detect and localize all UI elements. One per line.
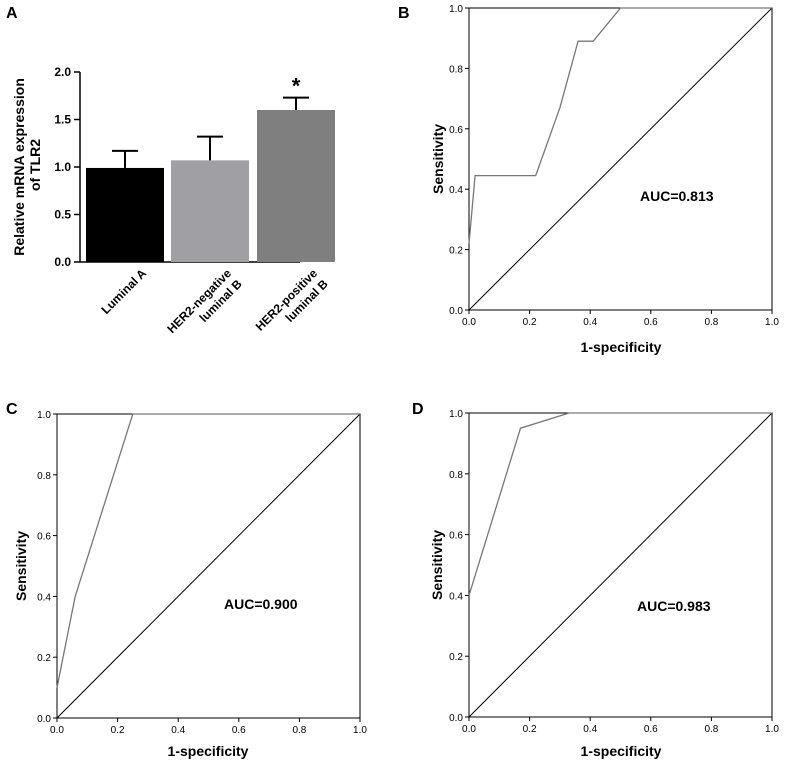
y-tick-label: 0.4 (449, 591, 463, 602)
y-axis-title-line: Relative mRNA expression (11, 78, 27, 256)
x-tick-label: HER2-negativeluminal B (164, 266, 245, 347)
y-tick-label: 1.0 (449, 4, 463, 15)
roc-curve (468, 412, 772, 596)
y-tick-label: 0.0 (449, 306, 463, 317)
panel-letter: A (6, 5, 18, 22)
panel-letter: C (6, 401, 18, 418)
x-tick-label: 0.0 (462, 724, 476, 735)
x-tick-label: 0.4 (171, 725, 185, 736)
panel-letter: B (398, 5, 410, 22)
panel-c: C 0.00.0 0.2 0.2 0.4 0.4 0.6 0.6 0.8 0.8 1.0 1.0 A… (6, 401, 367, 759)
y-tick-label: 0.6 (449, 531, 463, 542)
y-axis-title-line: of TLR2 (27, 139, 43, 191)
roc-curve (468, 7, 772, 244)
y-tick-label: 0.0 (54, 255, 71, 269)
x-tick-label: 1.0 (765, 724, 779, 735)
y-tick-label: 0.8 (37, 471, 51, 482)
y-tick-label: 1.0 (449, 409, 463, 420)
x-tick-label: 0.4 (583, 724, 597, 735)
x-tick-label: 0.2 (523, 317, 537, 328)
y-tick-label: 0.8 (449, 470, 463, 481)
y-tick-label: 1.5 (54, 113, 71, 127)
x-tick-label: HER2-positiveluminal B (253, 266, 331, 344)
y-tick-label: 0.0 (449, 713, 463, 724)
panel-d: D 0.00.0 0.2 0.2 0.4 0.4 0.6 0.6 0.8 0.8 1.0 1.0 A… (412, 401, 779, 759)
y-tick-label: 0.6 (37, 532, 51, 543)
x-tick-label: 0.8 (292, 725, 306, 736)
y-tick-label: 1.0 (54, 160, 71, 174)
bar (86, 167, 164, 262)
x-tick-label: 0.8 (704, 724, 718, 735)
y-tick-label: 0.4 (449, 185, 463, 196)
x-tick-label: Luminal A (99, 266, 150, 317)
x-tick-label: 0.0 (50, 725, 64, 736)
panel-a: A 0.0 0.5 1.0 1.5 2.0 * Luminal A HER2-negati… (6, 5, 335, 347)
auc-label: AUC=0.983 (637, 598, 711, 614)
x-tick-label: 0.2 (523, 724, 537, 735)
x-axis-title: 1-specificity (168, 743, 249, 759)
y-axis-title: Sensitivity (430, 124, 446, 194)
auc-label: AUC=0.900 (224, 596, 298, 612)
bar (257, 110, 335, 262)
y-tick-label: 1.0 (37, 410, 51, 421)
x-tick-label: 0.6 (644, 317, 658, 328)
reference-diagonal (468, 7, 773, 311)
y-tick-label: 0.0 (37, 714, 51, 725)
x-axis-title: 1-specificity (581, 743, 662, 759)
panel-b: B 0.00.0 0.2 0.2 0.4 0.4 0.6 0.6 0.8 0.8 1.0 1.0 A… (398, 4, 779, 355)
x-tick-label: 0.0 (462, 317, 476, 328)
y-tick-label: 0.6 (449, 125, 463, 136)
x-tick-label: 1.0 (765, 317, 779, 328)
x-axis-title: 1-specificity (581, 339, 662, 355)
y-tick-label: 0.5 (54, 208, 71, 222)
y-tick-label: 0.8 (449, 64, 463, 75)
reference-diagonal (56, 413, 361, 719)
roc-curve (56, 413, 360, 688)
y-tick-label: 2.0 (54, 65, 71, 79)
y-axis-title: Sensitivity (429, 530, 445, 600)
x-tick-label: 1.0 (353, 725, 367, 736)
bar (171, 160, 249, 262)
x-tick-label: 0.6 (232, 725, 246, 736)
y-axis-title: Sensitivity (13, 531, 29, 601)
y-tick-label: 0.4 (37, 592, 51, 603)
panel-letter: D (412, 401, 424, 418)
x-tick-label: 0.6 (644, 724, 658, 735)
significance-marker: * (292, 74, 301, 99)
y-tick-label: 0.2 (37, 653, 51, 664)
y-tick-label: 0.2 (449, 652, 463, 663)
reference-diagonal (468, 412, 773, 718)
x-tick-label: 0.4 (583, 317, 597, 328)
y-tick-label: 0.2 (449, 246, 463, 257)
x-tick-label: 0.2 (111, 725, 125, 736)
y-axis-title: Relative mRNA expression of TLR2 (11, 74, 43, 256)
auc-label: AUC=0.813 (640, 188, 714, 204)
x-tick-label-line: Luminal A (99, 266, 150, 317)
x-tick-label: 0.8 (704, 317, 718, 328)
